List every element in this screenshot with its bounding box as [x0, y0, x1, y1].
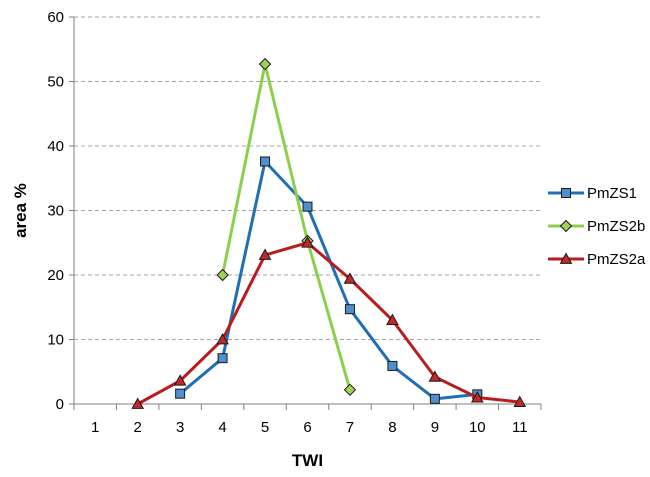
data-point — [343, 383, 357, 397]
data-point — [387, 360, 398, 371]
x-tick-label: 4 — [218, 419, 226, 436]
x-tick-label: 10 — [469, 419, 486, 436]
series-PmZS2b — [216, 57, 357, 397]
data-point — [258, 248, 272, 260]
data-point — [173, 374, 187, 386]
data-point — [386, 313, 399, 326]
legend-label: PmZS2b — [587, 218, 645, 235]
y-axis-title: area % — [11, 183, 30, 238]
axes — [69, 16, 542, 410]
legend: PmZS1 PmZS2b PmZS2a — [548, 185, 646, 268]
legend-marker — [561, 188, 571, 198]
x-axis-title: TWI — [292, 451, 323, 470]
legend-entry: PmZS2b — [548, 218, 645, 235]
data-point — [302, 201, 313, 212]
legend-label: PmZS2a — [587, 251, 646, 268]
x-tick-label: 6 — [303, 419, 311, 436]
x-tick-label: 11 — [512, 419, 528, 436]
series — [131, 57, 527, 409]
legend-entry: PmZS2a — [548, 251, 646, 268]
y-tick-label: 10 — [47, 332, 64, 349]
y-tick-label: 20 — [47, 267, 64, 284]
data-point — [429, 393, 440, 404]
y-tick-label: 50 — [47, 74, 64, 91]
x-tick-label: 8 — [388, 419, 396, 436]
x-tick-label: 5 — [261, 419, 269, 436]
y-tick-label: 60 — [47, 9, 64, 26]
data-point — [428, 370, 442, 382]
y-tick-label: 30 — [47, 203, 64, 220]
data-point — [216, 332, 229, 345]
legend-label: PmZS1 — [587, 185, 637, 202]
series-PmZS2a — [131, 236, 527, 409]
data-point — [217, 353, 228, 364]
data-point — [343, 272, 357, 284]
legend-marker — [559, 219, 573, 233]
x-tick-label: 3 — [176, 419, 184, 436]
legend-entry: PmZS1 — [548, 185, 637, 202]
data-point — [175, 388, 186, 399]
x-tick-label: 2 — [134, 419, 142, 436]
data-point — [216, 268, 229, 282]
data-point — [301, 236, 314, 248]
x-tick-label: 7 — [346, 419, 354, 436]
y-tick-label: 0 — [56, 396, 64, 413]
series-line — [136, 241, 520, 406]
legend-marker — [559, 252, 573, 264]
x-tick-label: 1 — [91, 419, 99, 436]
y-tick-label: 40 — [47, 138, 64, 155]
data-point — [260, 156, 271, 167]
data-point — [470, 391, 484, 403]
x-tick-label: 9 — [431, 419, 439, 436]
data-point — [513, 395, 527, 407]
data-point — [344, 304, 355, 315]
data-point — [131, 397, 145, 409]
tick-labels: 0 10 20 30 40 50 60 1 2 3 4 5 6 7 8 9 10 11 — [47, 9, 527, 436]
series-line — [179, 159, 478, 401]
data-point — [258, 57, 272, 71]
series-line — [221, 62, 352, 391]
gridlines — [74, 16, 541, 340]
